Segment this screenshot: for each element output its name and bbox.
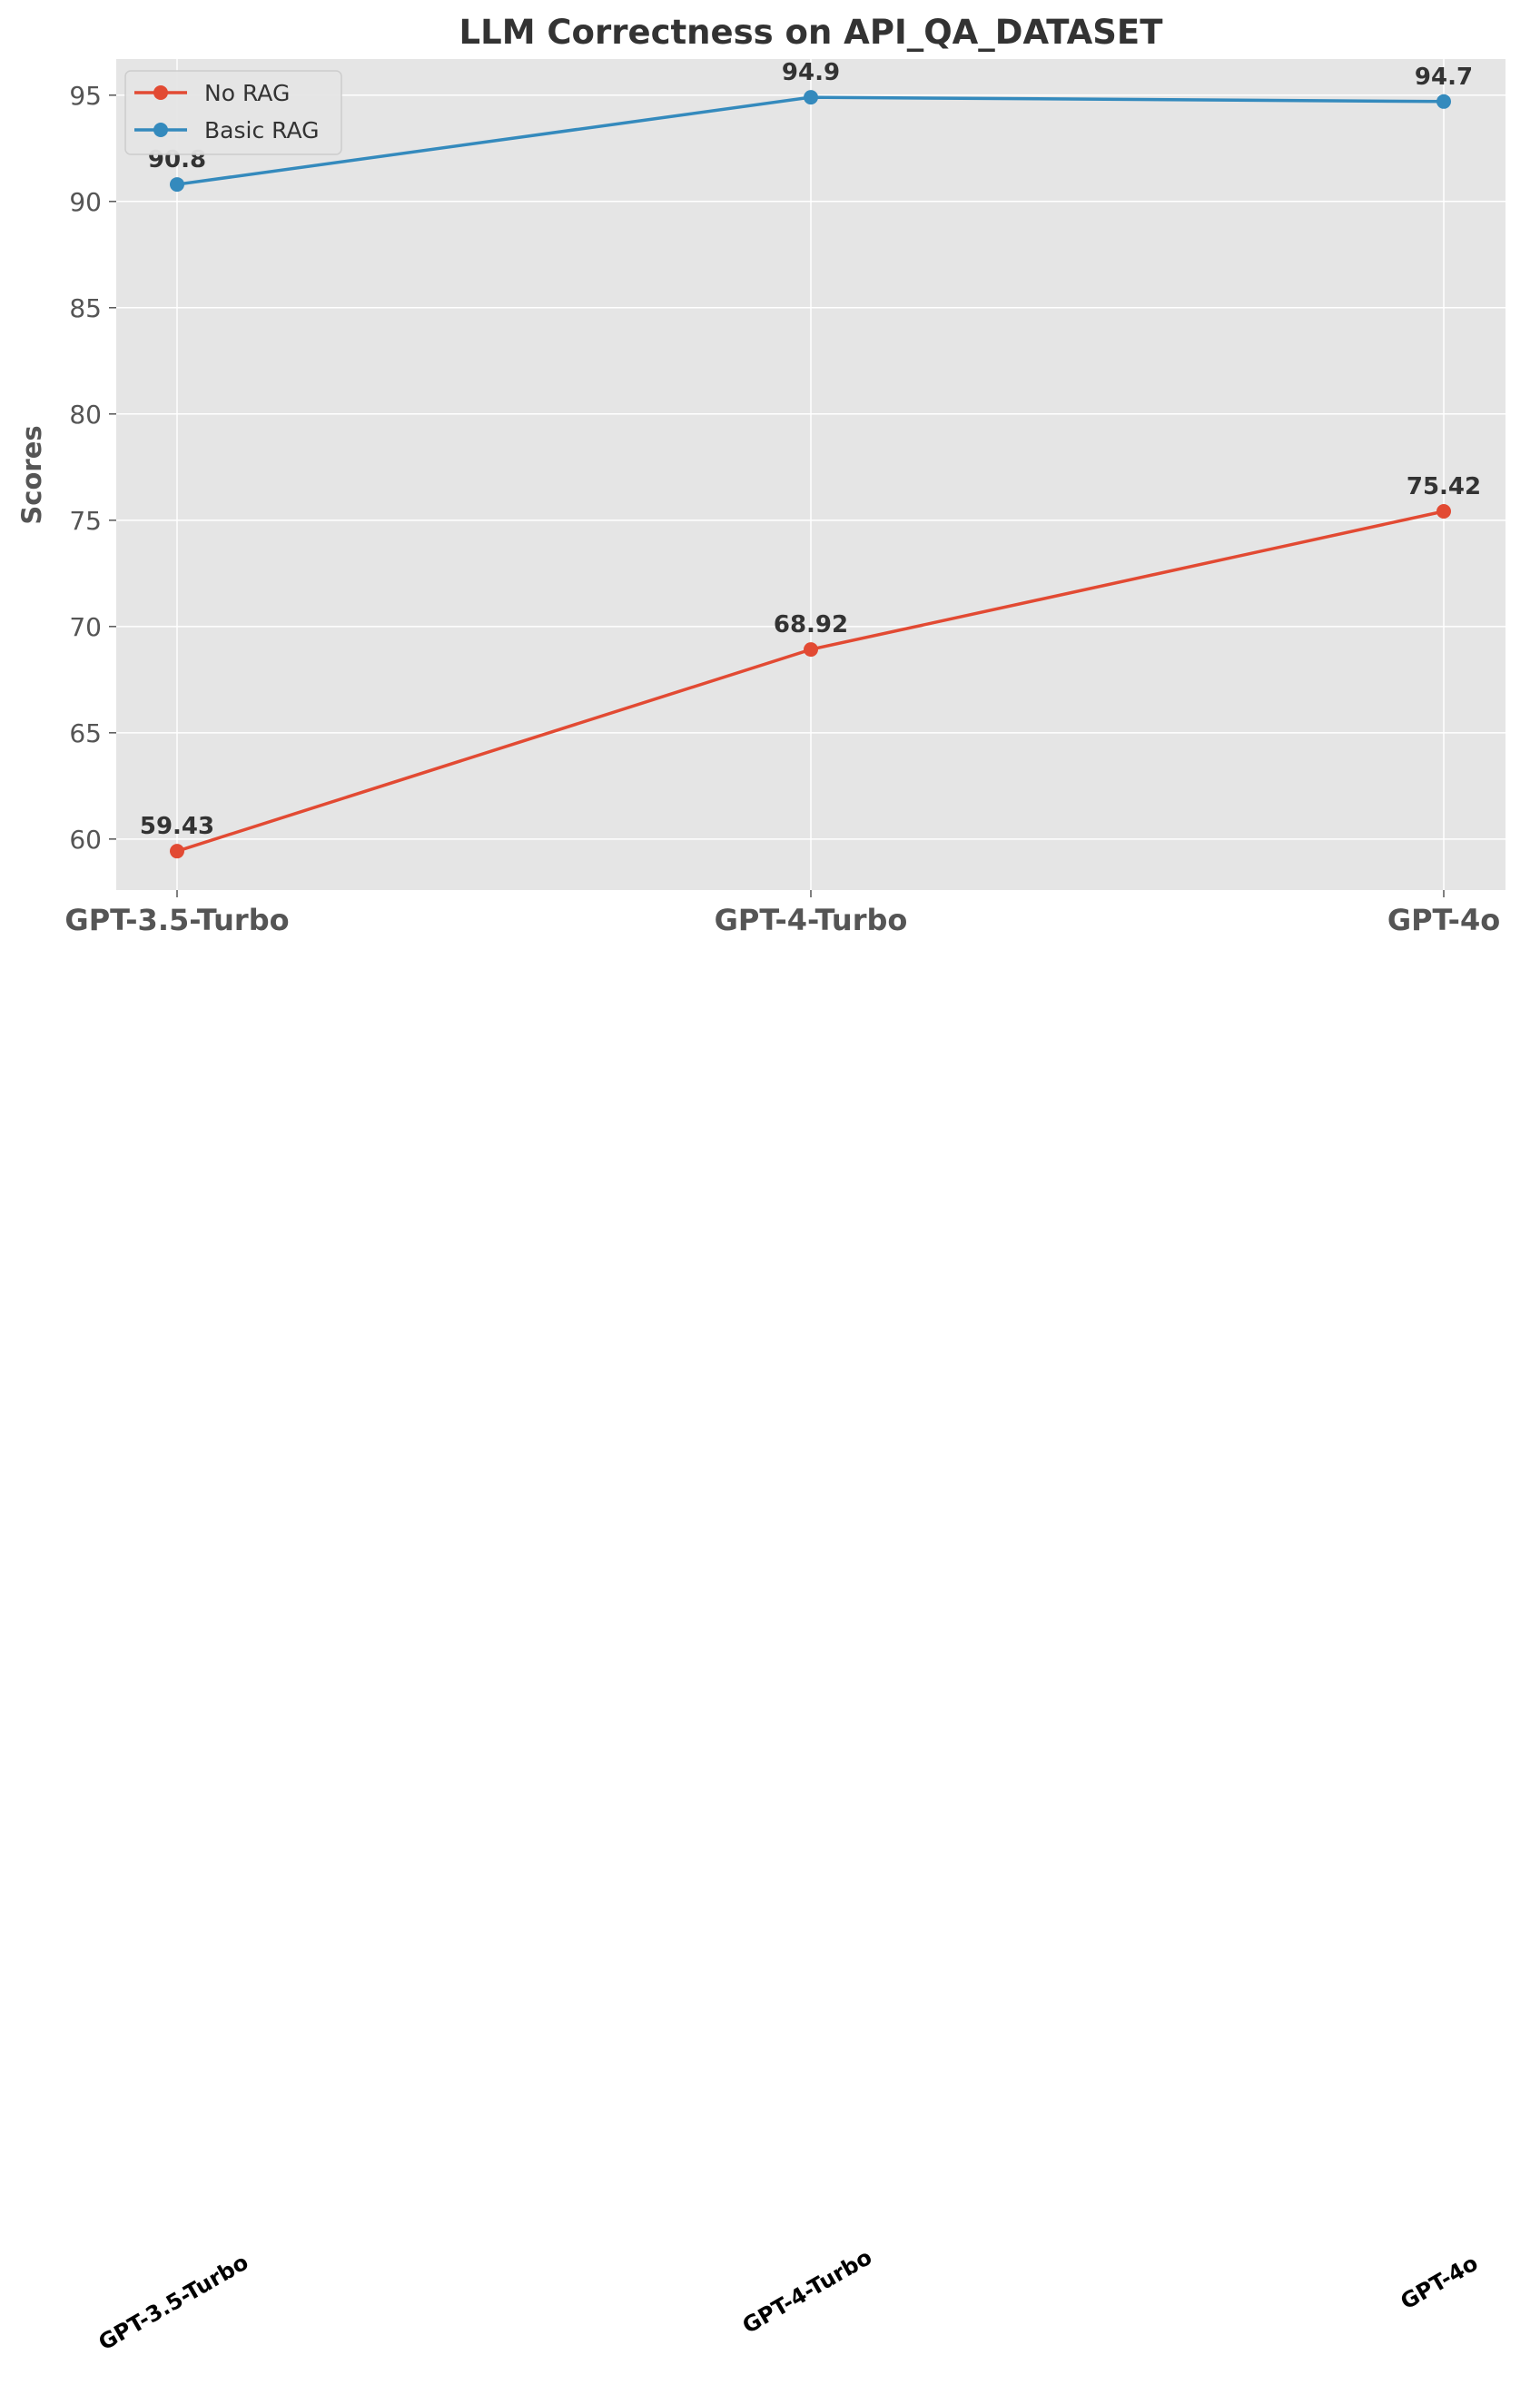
legend: No RAG Basic RAG (124, 70, 342, 155)
data-point (170, 177, 184, 193)
legend-marker-basic-rag (153, 123, 168, 137)
data-point (1436, 503, 1451, 519)
y-tick-label: 95 (69, 81, 102, 111)
data-point (804, 90, 818, 105)
legend-marker-no-rag (153, 85, 168, 100)
x-axis-ticks: GPT-3.5-Turbo GPT-4-Turbo GPT-4o (64, 890, 1500, 937)
legend-label-no-rag: No RAG (204, 80, 290, 106)
y-tick-label: 80 (69, 400, 102, 430)
y-axis-ticks: 60 65 70 75 80 85 90 95 (69, 81, 116, 855)
x-tick-label: GPT-4-Turbo (715, 903, 908, 937)
y-axis-label: Scores (16, 425, 47, 524)
data-point (804, 642, 818, 658)
data-label: 94.9 (782, 59, 840, 86)
y-tick-label: 65 (69, 718, 102, 748)
data-label: 68.92 (774, 611, 848, 638)
y-tick-label: 90 (69, 187, 102, 217)
x-tick-label: GPT-4o (1387, 903, 1500, 937)
data-point (1436, 94, 1451, 109)
data-label: 94.7 (1415, 64, 1473, 91)
series-lines (170, 90, 1451, 859)
x-tick-label: GPT-3.5-Turbo (64, 903, 289, 937)
legend-label-basic-rag: Basic RAG (204, 117, 320, 143)
y-tick-label: 60 (69, 825, 102, 855)
data-point (170, 844, 184, 859)
y-tick-label: 85 (69, 293, 102, 323)
y-tick-label: 70 (69, 612, 102, 642)
y-tick-label: 75 (69, 506, 102, 536)
data-label: 59.43 (140, 813, 214, 840)
data-label: 75.42 (1407, 473, 1481, 500)
chart-title: LLM Correctness on API_QA_DATASET (459, 13, 1164, 52)
